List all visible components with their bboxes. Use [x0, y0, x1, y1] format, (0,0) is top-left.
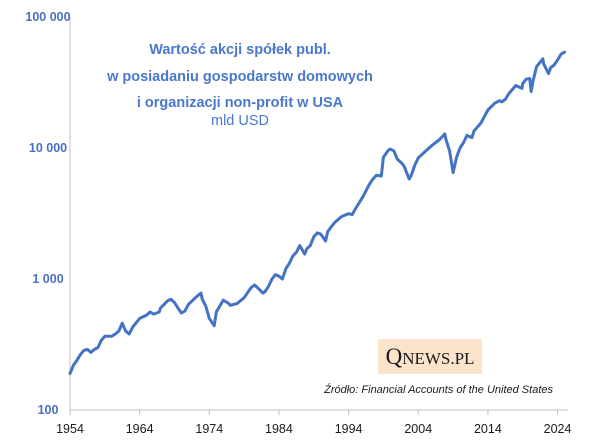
y-tick-label: 100 000 — [25, 10, 70, 24]
x-tick-label: 1964 — [126, 422, 154, 436]
x-tick-label: 1984 — [265, 422, 293, 436]
y-axis: 100 1 000 10 000 100 000 — [25, 10, 70, 417]
x-tick-label: 1974 — [195, 422, 223, 436]
x-tick-label: 2004 — [404, 422, 432, 436]
x-tick-label: 1994 — [335, 422, 363, 436]
brand-logo-rest: NEWS.PL — [402, 349, 474, 368]
series-layer — [68, 50, 566, 375]
x-tick-label: 2014 — [474, 422, 502, 436]
y-tick-label: 1 000 — [32, 272, 63, 286]
title-line-2: w posiadaniu gospodarstw domowych — [106, 69, 373, 85]
x-axis: 1954 1964 1974 1984 1994 2004 2014 2024 — [56, 409, 572, 436]
brand-logo-background — [378, 339, 482, 374]
brand-logo-text: QNEWS.PL — [386, 344, 475, 369]
y-tick-label: 10 000 — [29, 141, 67, 155]
x-tick-label: 2024 — [544, 422, 572, 436]
x-tick-label: 1954 — [56, 422, 84, 436]
chart-subtitle: mld USD — [211, 113, 269, 129]
chart-title: Wartość akcji spółek publ. w posiadaniu … — [106, 42, 373, 129]
series-line — [68, 50, 566, 375]
brand-logo: QNEWS.PL — [378, 339, 482, 374]
y-tick-label: 100 — [38, 403, 59, 417]
brand-logo-q: Q — [386, 344, 403, 369]
title-line-1: Wartość akcji spółek publ. — [149, 42, 331, 58]
source-note: Źródło: Financial Accounts of the United… — [323, 383, 553, 396]
title-line-3: i organizacji non-profit w USA — [137, 95, 344, 111]
